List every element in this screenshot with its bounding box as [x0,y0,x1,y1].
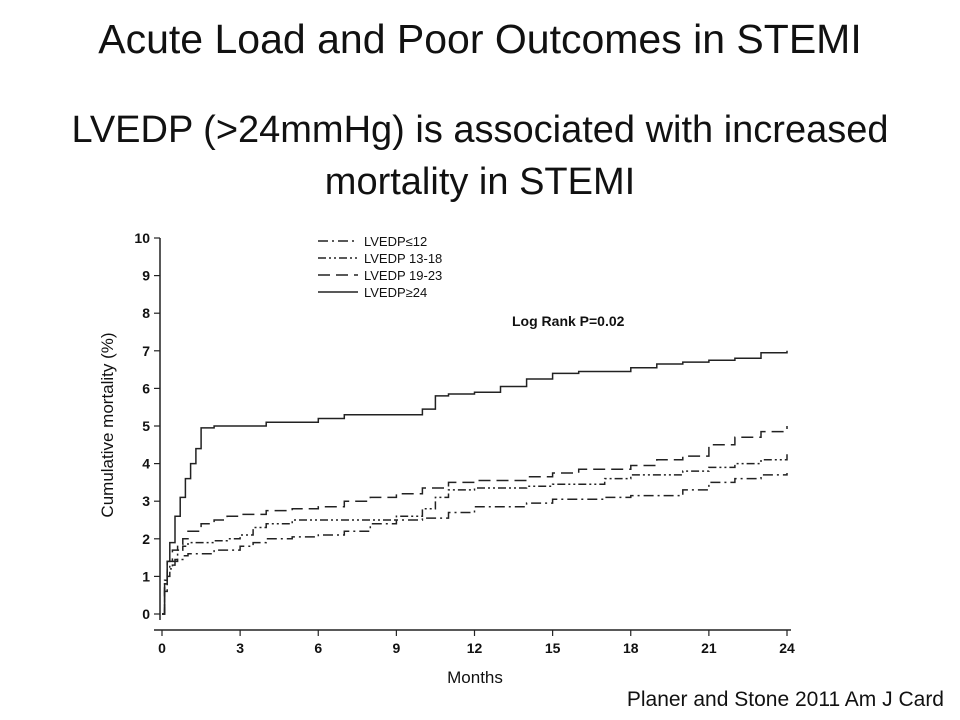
x-tick-label: 24 [779,640,795,656]
legend-label: LVEDP≤12 [364,234,427,249]
subtitle-line-2: mortality in STEMI [324,161,636,203]
y-tick-label: 9 [142,268,150,284]
x-tick-label: 0 [158,640,166,656]
series-line-3 [162,426,788,615]
legend-label: LVEDP 19-23 [364,268,442,283]
x-tick-label: 3 [236,640,244,656]
citation: Planer and Stone 2011 Am J Card [626,688,944,711]
y-axis-label: Cumulative mortality (%) [98,332,117,517]
y-tick-label: 2 [142,531,150,547]
x-axis-label: Months [447,668,503,687]
subtitle-line-1: LVEDP (>24mmHg) is associated with incre… [71,109,889,151]
x-tick-label: 6 [314,640,322,656]
y-tick-label: 6 [142,380,150,396]
x-tick-label: 15 [545,640,561,656]
y-tick-label: 3 [142,493,150,509]
x-tick-label: 9 [392,640,400,656]
y-tick-label: 5 [142,418,150,434]
y-tick-label: 8 [142,305,150,321]
log-rank-annotation: Log Rank P=0.02 [512,313,625,329]
x-tick-label: 12 [467,640,483,656]
chart-series [162,350,788,615]
slide-title: Acute Load and Poor Outcomes in STEMI [98,16,862,62]
series-line-2 [162,454,788,615]
y-tick-label: 10 [134,230,150,246]
y-tick-label: 1 [142,568,150,584]
series-line-4 [162,350,788,615]
series-line-1 [162,473,788,615]
y-tick-label: 7 [142,343,150,359]
y-tick-label: 0 [142,606,150,622]
y-tick-label: 4 [142,456,150,472]
x-tick-label: 21 [701,640,717,656]
legend-label: LVEDP≥24 [364,285,427,300]
chart-legend: LVEDP≤12 LVEDP 13-18 LVEDP 19-23 LVEDP≥24 [318,234,442,300]
slide-subtitle: LVEDP (>24mmHg) is associated with incre… [0,104,960,208]
x-tick-label: 18 [623,640,639,656]
legend-label: LVEDP 13-18 [364,251,442,266]
